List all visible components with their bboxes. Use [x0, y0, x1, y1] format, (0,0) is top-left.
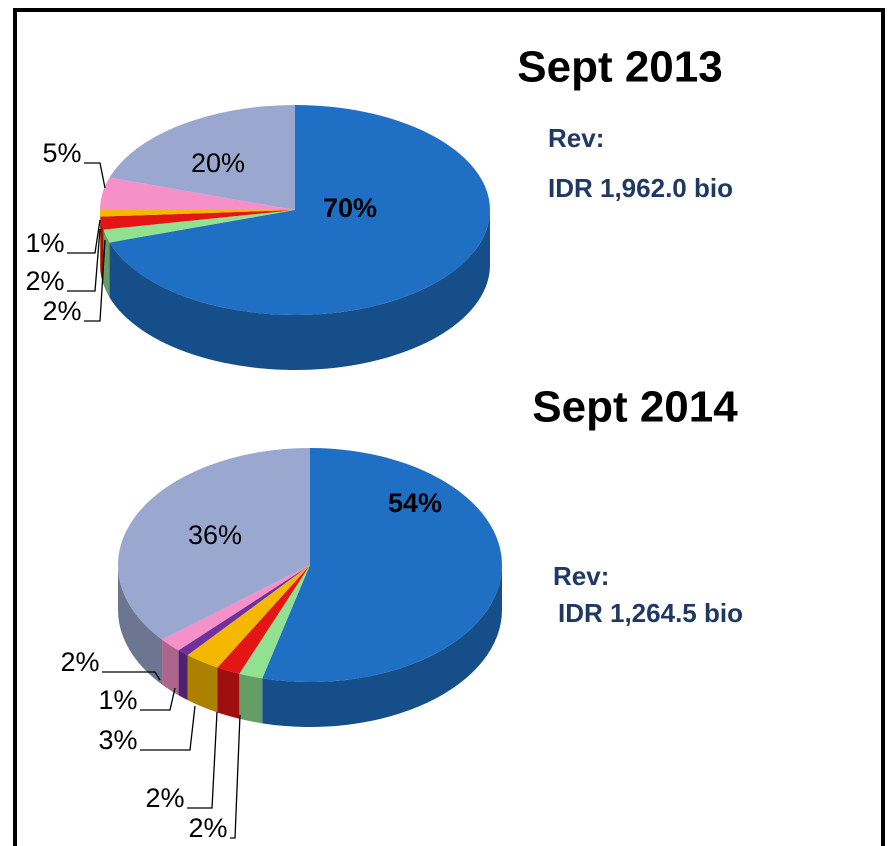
slice	[262, 448, 503, 682]
data-label: 70%	[323, 193, 377, 223]
slice-side	[162, 639, 179, 696]
chart-title: Sept 2013	[517, 43, 722, 92]
data-label: 5%	[42, 138, 81, 168]
leader-line	[84, 239, 106, 322]
leader-line	[140, 705, 196, 751]
data-label: 20%	[191, 148, 245, 178]
data-label: 36%	[188, 520, 242, 550]
slice-side	[109, 210, 490, 370]
leader-line	[140, 687, 176, 711]
slice	[109, 105, 490, 315]
data-label: 1%	[98, 685, 137, 715]
data-label: 3%	[98, 725, 137, 755]
data-label: 2%	[25, 266, 64, 296]
data-label: 2%	[60, 647, 99, 677]
slice	[100, 210, 295, 217]
slice	[239, 565, 310, 679]
data-label: 2%	[42, 296, 81, 326]
annotation: Rev:	[548, 123, 604, 153]
leader-line	[67, 228, 101, 292]
slice	[187, 565, 310, 668]
annotation: IDR 1,264.5 bio	[558, 598, 743, 628]
slice	[100, 210, 295, 230]
slice	[178, 565, 310, 656]
slice	[100, 177, 295, 210]
annotation: IDR 1,962.0 bio	[548, 173, 733, 203]
leader-line	[102, 671, 161, 681]
slice-side	[262, 565, 502, 727]
data-label: 54%	[388, 488, 442, 518]
data-label: 1%	[25, 228, 64, 258]
frame	[13, 8, 885, 846]
slice	[109, 105, 295, 210]
slice	[103, 210, 296, 243]
slice	[118, 448, 310, 640]
leader-line	[230, 714, 241, 839]
chart-title: Sept 2014	[532, 383, 738, 432]
slice-side	[239, 673, 263, 724]
annotation: Rev:	[553, 561, 609, 591]
slice-side	[178, 650, 188, 701]
slice-side	[217, 667, 240, 719]
slice-side	[187, 655, 218, 713]
data-label: 2%	[188, 813, 227, 843]
slice	[217, 565, 310, 674]
leader-line	[187, 711, 218, 809]
slice	[162, 565, 310, 651]
slice-side	[118, 565, 163, 685]
data-label: 2%	[145, 783, 184, 813]
leader-line	[84, 162, 106, 189]
leader-line	[67, 219, 101, 254]
